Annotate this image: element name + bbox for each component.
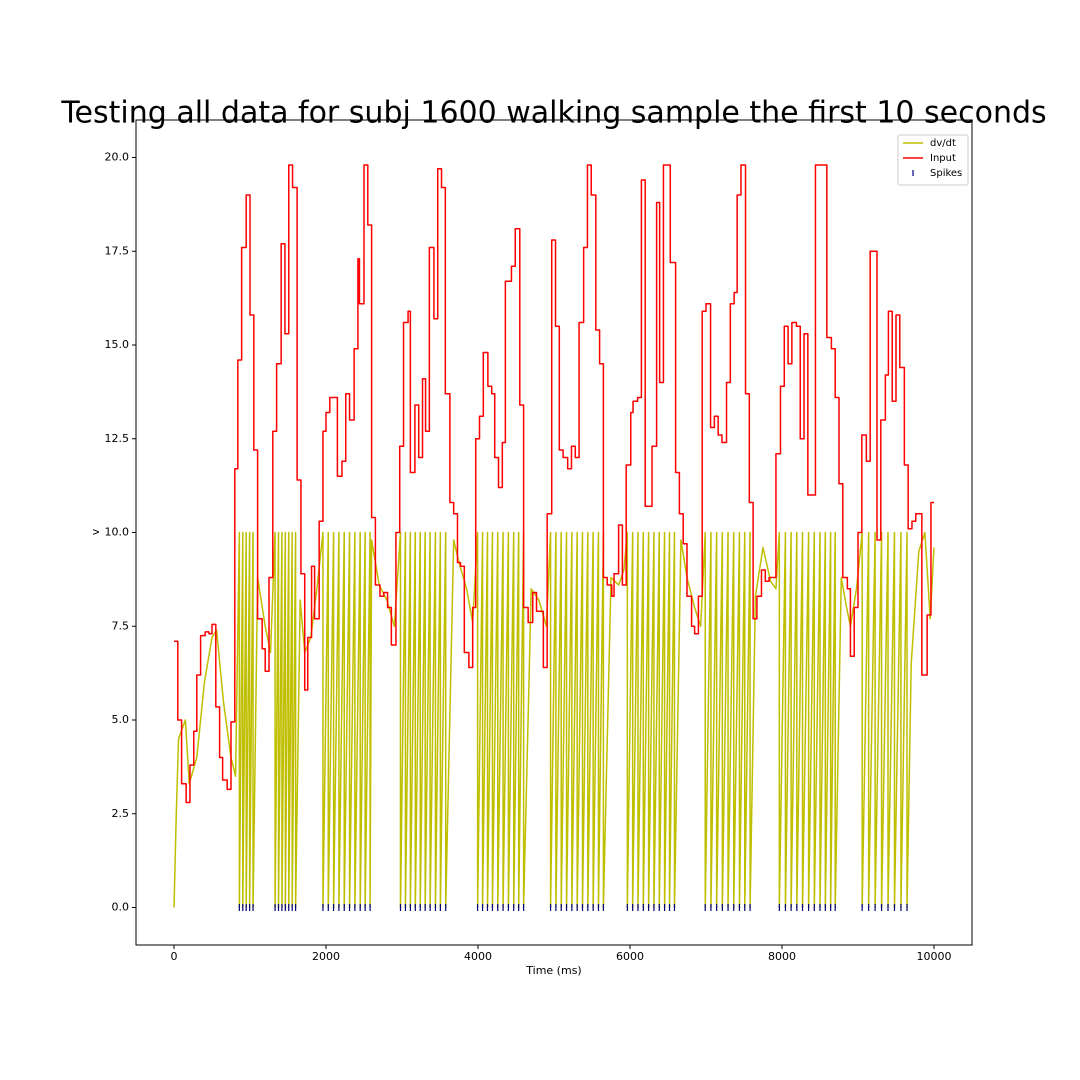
x-tick-label: 2000 [312,950,340,963]
x-tick-label: 8000 [768,950,796,963]
x-tick-label: 10000 [917,950,952,963]
legend-label: Input [930,153,956,164]
x-tick-label: 6000 [616,950,644,963]
x-axis-label: Time (ms) [525,964,581,977]
y-tick-label: 7.5 [112,619,130,632]
y-tick-label: 17.5 [105,244,130,257]
y-tick-label: 20.0 [105,151,130,164]
y-tick-label: 0.0 [112,901,130,914]
plot-area [173,164,935,911]
x-tick-label: 0 [171,950,178,963]
y-axis-label: v [89,528,102,535]
x-tick-label: 4000 [464,950,492,963]
chart-title: Testing all data for subj 1600 walking s… [60,96,1046,131]
y-tick-label: 5.0 [112,713,130,726]
legend-label: Spikes [930,168,962,179]
y-tick-label: 2.5 [112,807,130,820]
y-tick-label: 15.0 [105,338,130,351]
y-tick-label: 10.0 [105,526,130,539]
legend-label: dv/dt [930,138,956,149]
y-tick-label: 12.5 [105,432,130,445]
legend: dv/dt Input Spikes [897,134,969,186]
step-line [174,164,934,804]
line [173,531,935,909]
legend-box [897,134,969,186]
